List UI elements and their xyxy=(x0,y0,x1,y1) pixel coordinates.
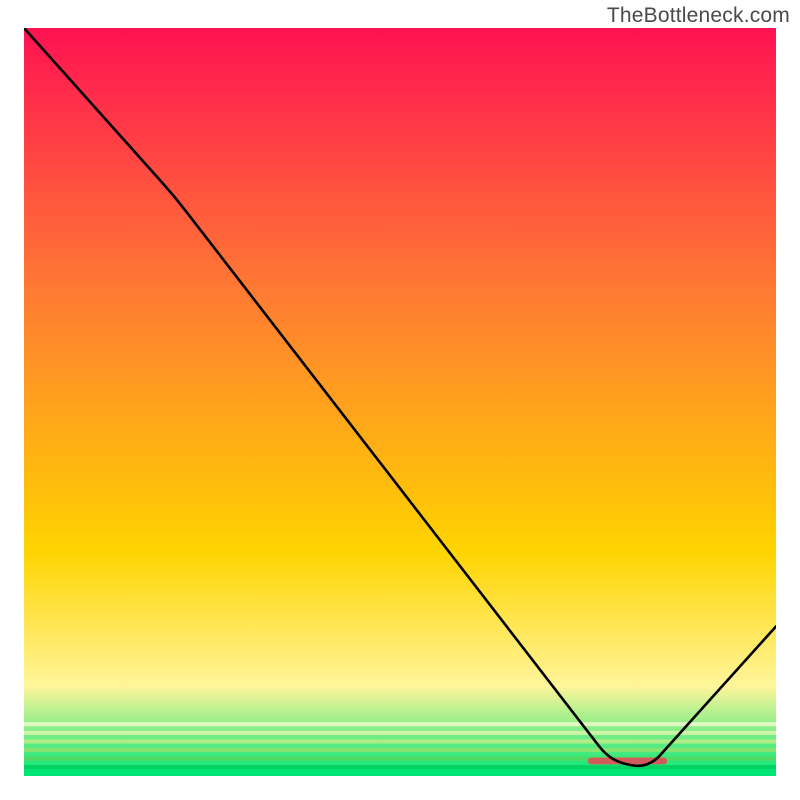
bottleneck-chart xyxy=(24,28,776,776)
attribution-text: TheBottleneck.com xyxy=(607,4,790,28)
chart-svg xyxy=(24,28,776,776)
